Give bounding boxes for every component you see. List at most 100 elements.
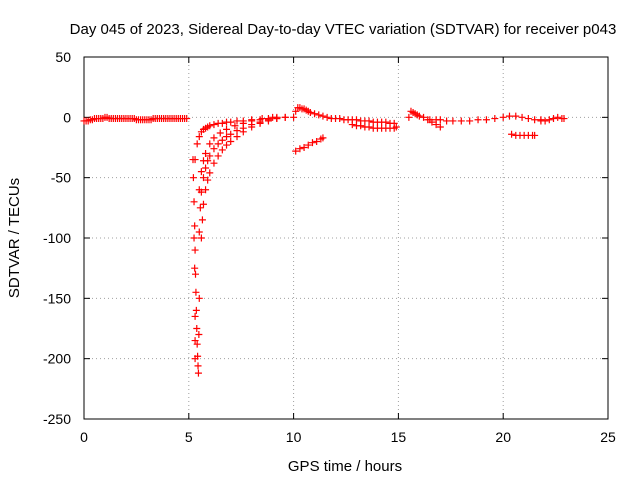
- data-point: [206, 122, 214, 130]
- data-point: [223, 125, 231, 133]
- data-point: [195, 133, 203, 141]
- data-point: [323, 113, 331, 121]
- data-point: [197, 168, 205, 176]
- data-point: [197, 234, 205, 242]
- data-point: [300, 144, 308, 151]
- data-point: [550, 115, 558, 123]
- data-point: [223, 133, 231, 141]
- data-point: [199, 200, 207, 208]
- data-point: [508, 130, 516, 138]
- data-point: [436, 123, 444, 131]
- data-point: [206, 152, 214, 160]
- data-point: [193, 325, 201, 332]
- plot-frame: [83, 56, 609, 420]
- data-point: [491, 115, 499, 123]
- data-point: [191, 312, 199, 320]
- data-point: [466, 117, 474, 125]
- data-point: [352, 116, 360, 124]
- data-point: [319, 112, 327, 120]
- data-point: [457, 117, 465, 125]
- data-point: [231, 122, 239, 130]
- data-point: [311, 110, 319, 118]
- y-axis-title: SDTVAR / TECUs: [6, 178, 23, 298]
- data-point: [258, 115, 266, 123]
- data-point: [505, 112, 513, 120]
- data-point: [210, 134, 218, 142]
- y-tick-label: -200: [43, 351, 71, 367]
- data-points: [80, 104, 568, 377]
- data-point: [306, 109, 314, 117]
- data-point: [218, 119, 226, 127]
- data-point: [233, 127, 241, 135]
- data-point: [233, 117, 241, 125]
- data-point: [313, 137, 321, 145]
- data-point: [195, 186, 203, 194]
- data-point: [227, 137, 235, 145]
- data-point: [474, 116, 482, 124]
- data-point: [199, 174, 207, 182]
- data-point: [443, 117, 451, 125]
- axis-ticks: [83, 56, 609, 420]
- data-point: [296, 145, 304, 153]
- data-point: [545, 116, 553, 124]
- y-tick-label: -100: [43, 230, 71, 246]
- data-point: [192, 270, 200, 278]
- data-point: [292, 147, 300, 155]
- data-point: [190, 234, 198, 242]
- data-point: [290, 113, 298, 121]
- y-tick-labels: 50 0 -50 -100 -150 -200 -250: [43, 49, 71, 427]
- y-tick-label: -50: [51, 170, 71, 186]
- data-point: [436, 116, 444, 124]
- data-point: [210, 121, 218, 129]
- data-point: [195, 331, 203, 339]
- data-point: [216, 129, 224, 137]
- data-point: [189, 174, 197, 182]
- data-point: [191, 222, 199, 230]
- data-point: [541, 117, 549, 125]
- data-point: [560, 115, 568, 123]
- data-point: [248, 117, 256, 125]
- x-tick-label: 10: [286, 429, 302, 445]
- data-point: [365, 123, 373, 131]
- data-point: [292, 107, 300, 115]
- data-point: [194, 369, 202, 377]
- data-point: [499, 113, 507, 121]
- data-point: [193, 140, 201, 148]
- data-point: [223, 141, 231, 149]
- data-point: [256, 119, 264, 127]
- data-point: [524, 115, 532, 123]
- data-point: [482, 116, 490, 124]
- data-point: [194, 362, 202, 370]
- data-point: [512, 112, 520, 120]
- y-tick-label: -150: [43, 290, 71, 306]
- data-point: [195, 294, 203, 302]
- data-point: [365, 117, 373, 125]
- data-point: [336, 115, 344, 123]
- data-point: [531, 116, 539, 124]
- data-point: [382, 118, 390, 126]
- data-point: [210, 145, 218, 153]
- x-tick-label: 5: [185, 429, 193, 445]
- data-point: [315, 111, 323, 119]
- data-point: [415, 112, 423, 120]
- data-point: [227, 118, 235, 126]
- data-point: [248, 123, 256, 131]
- data-point: [191, 337, 199, 345]
- data-point: [202, 164, 210, 172]
- data-point: [227, 130, 235, 138]
- data-point: [199, 157, 207, 165]
- data-point: [192, 288, 200, 296]
- data-point: [319, 134, 327, 142]
- data-point: [218, 136, 226, 144]
- data-point: [233, 133, 241, 141]
- data-point: [264, 117, 272, 125]
- data-point: [449, 117, 457, 125]
- data-point: [193, 340, 201, 348]
- grid: [84, 57, 608, 419]
- chart-title: Day 045 of 2023, Sidereal Day-to-day VTE…: [70, 21, 617, 38]
- x-tick-label: 0: [80, 429, 88, 445]
- data-point: [210, 159, 218, 167]
- data-point: [190, 198, 198, 206]
- data-point: [191, 264, 199, 272]
- data-point: [304, 141, 312, 149]
